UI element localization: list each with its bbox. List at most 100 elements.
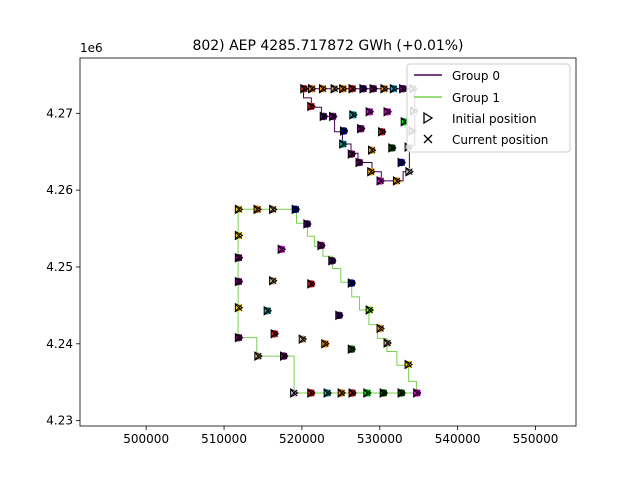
current-position-marker (339, 85, 347, 93)
initial-position-marker (303, 219, 312, 229)
initial-position-marker (400, 116, 410, 127)
initial-position-marker (254, 351, 263, 361)
current-position-marker (235, 334, 243, 342)
current-position-marker (307, 389, 315, 397)
turbine-marker (298, 334, 308, 345)
initial-position-marker (383, 106, 393, 117)
current-position-marker (235, 205, 243, 213)
initial-position-marker (405, 166, 414, 177)
initial-position-marker (291, 204, 301, 215)
turbine-marker (307, 101, 316, 112)
legend-group1-label: Group 1 (452, 91, 500, 105)
current-position-marker (280, 352, 288, 360)
initial-position-marker (263, 305, 273, 316)
turbine-marker (367, 166, 376, 177)
current-position-marker (406, 168, 413, 176)
turbine-marker (339, 83, 348, 94)
current-position-marker (329, 113, 337, 120)
initial-position-marker (269, 204, 278, 215)
turbine-marker (307, 388, 316, 398)
turbine-marker (380, 83, 389, 94)
initial-position-marker (347, 149, 357, 159)
current-position-marker (299, 335, 307, 343)
initial-position-marker (318, 83, 328, 94)
y-tick-label: 4.23 (46, 414, 73, 428)
x-tick-label: 510000 (201, 432, 247, 446)
turbine-marker (328, 255, 337, 266)
turbine-marker (291, 204, 301, 215)
turbine-marker (253, 204, 263, 215)
turbine-marker (234, 302, 244, 313)
current-position-marker (405, 361, 412, 368)
initial-position-marker (357, 123, 366, 134)
initial-position-marker (348, 388, 358, 398)
current-position-marker (367, 168, 375, 176)
turbine-marker (308, 83, 317, 94)
turbine-marker (379, 388, 389, 398)
current-position-marker (384, 339, 391, 347)
current-position-marker (378, 128, 386, 136)
turbine-marker (355, 157, 365, 168)
turbine-marker (234, 204, 244, 215)
legend-box (406, 63, 571, 153)
initial-position-marker (413, 388, 422, 398)
legend-initial-position-marker (423, 111, 434, 125)
current-position-marker (377, 325, 384, 332)
current-position-marker (368, 146, 376, 154)
turbine-marker (269, 275, 278, 286)
current-position-marker (335, 312, 343, 319)
turbine-marker (392, 176, 402, 186)
initial-position-marker (317, 240, 326, 251)
current-position-marker (318, 242, 325, 249)
initial-position-marker (365, 106, 375, 117)
initial-position-marker (392, 176, 402, 186)
initial-position-marker (389, 83, 399, 94)
turbine-marker (339, 126, 349, 136)
current-position-marker (413, 389, 421, 397)
initial-position-marker (319, 111, 329, 122)
turbine-marker (323, 388, 333, 398)
initial-position-marker (253, 204, 263, 215)
turbine-marker (280, 351, 289, 361)
legend-group0-label: Group 0 (452, 69, 500, 83)
turbine-marker (321, 338, 330, 349)
turbine-marker (357, 123, 366, 134)
current-position-marker (254, 205, 261, 213)
turbine-marker (234, 276, 244, 287)
current-position-marker (390, 85, 398, 93)
turbine-marker (383, 338, 393, 348)
y-tick-label: 4.26 (46, 183, 73, 197)
initial-position-marker (369, 83, 379, 94)
turbine-marker (329, 111, 338, 122)
plot-frame (79, 57, 577, 427)
initial-position-marker (376, 323, 386, 334)
initial-position-marker (367, 166, 376, 177)
legend: Group 0 Group 1 Initial position Current… (406, 63, 571, 153)
turbine-marker (277, 244, 287, 255)
y-tick-label: 4.27 (46, 106, 73, 120)
current-position-marker (388, 144, 396, 152)
current-position-marker (340, 127, 348, 135)
turbine-marker (376, 176, 386, 186)
current-position-marker (290, 389, 298, 397)
current-position-marker (269, 277, 277, 285)
current-position-marker (381, 85, 388, 93)
current-position-marker (292, 205, 300, 213)
current-position-marker (348, 345, 356, 353)
initial-position-marker (363, 388, 372, 398)
current-position-marker (370, 85, 377, 93)
current-position-marker (384, 108, 391, 116)
initial-position-marker (277, 244, 287, 255)
initial-position-marker (300, 83, 309, 94)
initial-position-marker (383, 338, 393, 348)
x-tick-label: 530000 (357, 432, 403, 446)
initial-position-marker (323, 388, 333, 398)
turbine-marker (307, 279, 316, 289)
turbine-marker (269, 204, 278, 215)
current-position-marker (328, 257, 336, 265)
initial-position-marker (379, 388, 389, 398)
current-position-marker (339, 140, 347, 148)
current-position-marker (398, 159, 405, 166)
current-position-marker (320, 113, 328, 120)
